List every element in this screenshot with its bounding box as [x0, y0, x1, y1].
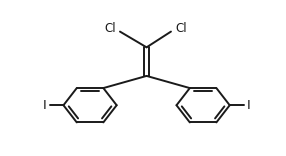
Text: I: I — [247, 99, 251, 112]
Text: Cl: Cl — [104, 22, 116, 34]
Text: I: I — [43, 99, 47, 112]
Text: Cl: Cl — [175, 22, 187, 34]
